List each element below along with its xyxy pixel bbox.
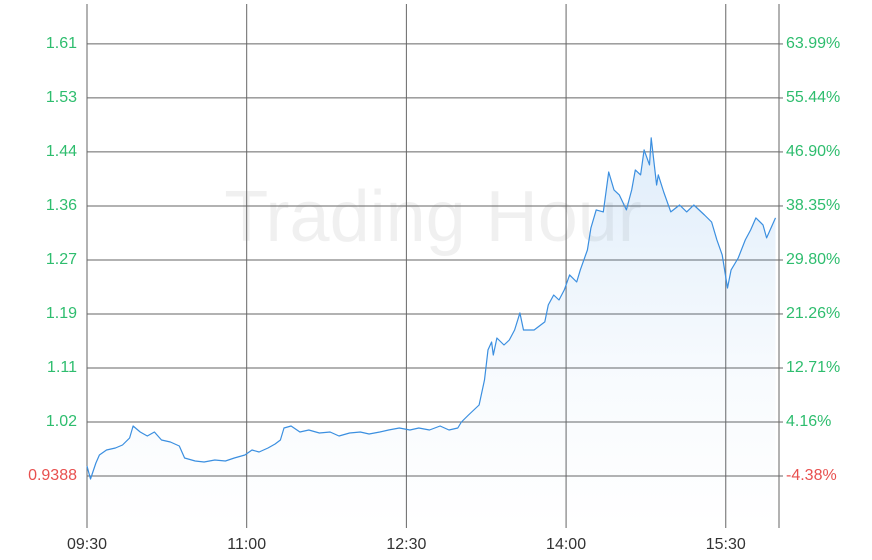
price-area: [87, 137, 776, 528]
y2-tick-label: -4.38%: [786, 467, 837, 484]
y-tick-label: 1.61: [46, 35, 77, 52]
y-tick-label: 0.9388: [28, 467, 77, 484]
x-tick-label: 09:30: [67, 536, 107, 553]
x-tick-label: 12:30: [386, 536, 426, 553]
y2-tick-label: 46.90%: [786, 143, 840, 160]
y-tick-label: 1.27: [46, 251, 77, 268]
y-tick-label: 1.53: [46, 89, 77, 106]
y-tick-label: 1.36: [46, 197, 77, 214]
price-line: [86, 137, 777, 480]
y2-tick-label: 12.71%: [786, 359, 840, 376]
y-tick-label: 1.11: [47, 359, 77, 376]
y2-tick-label: 38.35%: [786, 197, 840, 214]
y2-tick-label: 29.80%: [786, 251, 840, 268]
y-tick-label: 1.19: [46, 305, 77, 322]
y2-tick-label: 55.44%: [786, 89, 840, 106]
y-tick-label: 1.02: [46, 413, 77, 430]
y2-tick-label: 4.16%: [786, 413, 831, 430]
x-tick-label: 14:00: [546, 536, 586, 553]
watermark: Trading Hour: [224, 177, 642, 257]
x-tick-label: 11:00: [227, 536, 266, 553]
y-tick-label: 1.44: [46, 143, 77, 160]
y2-tick-label: 21.26%: [786, 305, 840, 322]
x-tick-label: 15:30: [706, 536, 746, 553]
y2-tick-label: 63.99%: [786, 35, 840, 52]
